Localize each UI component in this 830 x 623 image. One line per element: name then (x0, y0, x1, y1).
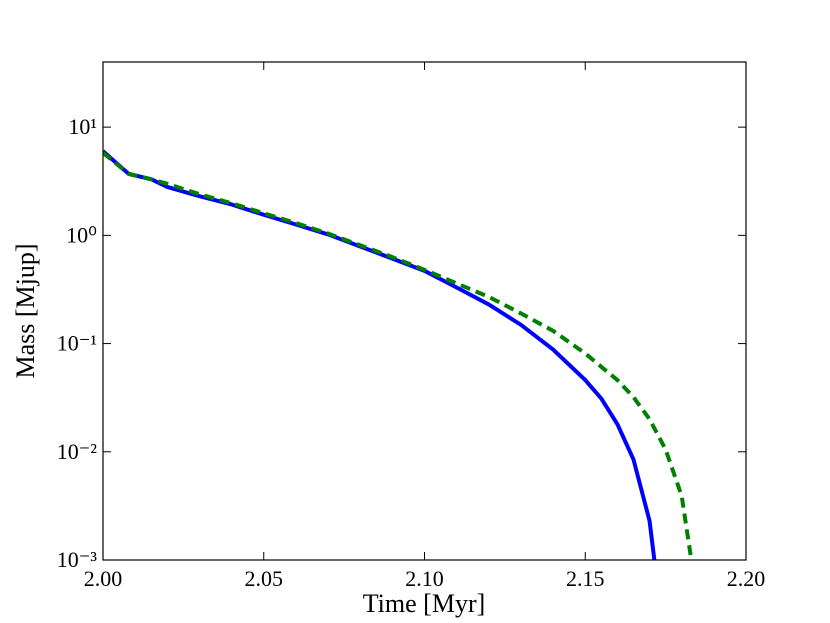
y-axis-label: Mass [Mjup] (11, 243, 40, 378)
plot-lines (103, 149, 694, 560)
y-tick-label: 10⁻² (57, 439, 98, 464)
x-tick-label: 2.15 (566, 566, 605, 591)
y-tick-label: 10⁰ (66, 222, 97, 247)
y-tick-label: 10¹ (68, 114, 97, 139)
x-tick-label: 2.05 (245, 566, 284, 591)
y-tick-label: 10⁻³ (57, 547, 98, 572)
x-axis-label: Time [Myr] (363, 589, 486, 618)
x-tick-label: 2.10 (405, 566, 444, 591)
series-line (103, 151, 694, 560)
x-tick-label: 2.20 (727, 566, 766, 591)
series-line (103, 149, 657, 560)
y-tick-label: 10⁻¹ (57, 331, 97, 356)
plot-frame (102, 61, 747, 561)
x-tick-label: 2.00 (84, 566, 123, 591)
